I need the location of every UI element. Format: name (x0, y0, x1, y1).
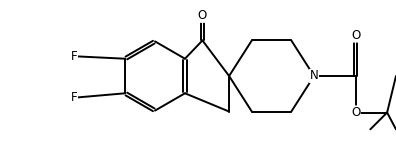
Text: O: O (198, 9, 207, 22)
Text: F: F (71, 91, 77, 104)
Text: N: N (310, 69, 318, 83)
Text: F: F (71, 50, 77, 63)
Text: O: O (351, 106, 360, 119)
Text: O: O (351, 29, 360, 42)
